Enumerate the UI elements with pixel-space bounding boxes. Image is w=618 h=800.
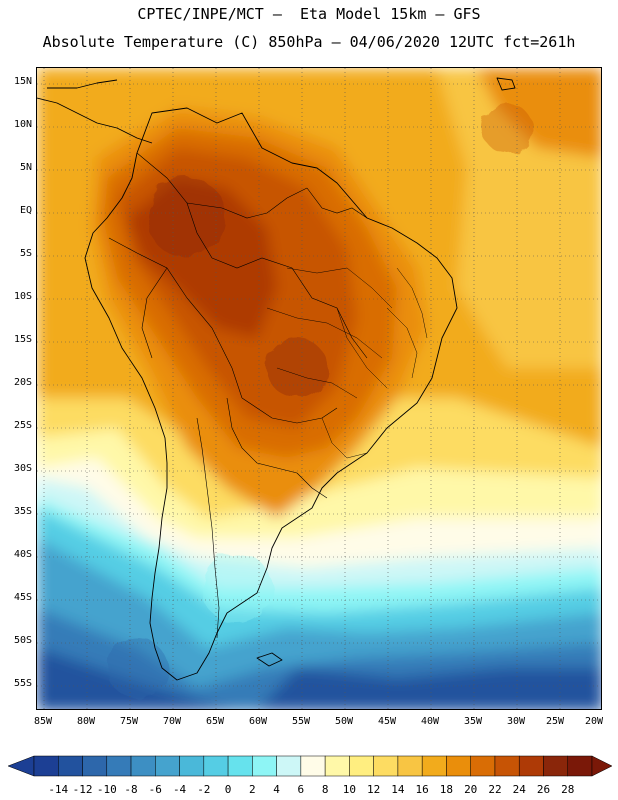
island-east [496, 77, 516, 91]
color-scale-arrow-high [591, 755, 613, 777]
lon-label-50w: 50W [334, 716, 354, 727]
color-scale-segment [227, 755, 253, 777]
color-scale-label: 28 [561, 783, 575, 796]
caribbean-coast [47, 79, 118, 89]
lon-label-65w: 65W [205, 716, 225, 727]
color-scale-segment [470, 755, 496, 777]
color-scale-label: 20 [464, 783, 478, 796]
color-scale-segment [494, 755, 520, 777]
color-scale-label: 26 [536, 783, 551, 796]
color-scale-segment [567, 755, 593, 777]
color-scale-segment [82, 755, 108, 777]
color-scale-segment [130, 755, 156, 777]
color-scale-segment [421, 755, 447, 777]
lat-label-10s: 10S [13, 291, 32, 302]
color-scale-segment [518, 755, 544, 777]
color-scale-segment [106, 755, 132, 777]
color-scale-segment [203, 755, 229, 777]
falklands [256, 652, 283, 667]
lat-label-30s: 30S [13, 463, 32, 474]
color-scale-label: 16 [415, 783, 429, 796]
color-scale-segment [397, 755, 423, 777]
color-scale-label: -2 [197, 783, 211, 796]
lat-label-5n: 5N [19, 162, 32, 173]
color-scale-label: 6 [297, 783, 305, 796]
country-borders [108, 152, 368, 639]
lon-label-80w: 80W [76, 716, 96, 727]
lon-label-20w: 20W [584, 716, 604, 727]
color-scale-segments [7, 755, 613, 777]
color-scale-segment [155, 755, 180, 777]
lat-label-15n: 15N [13, 76, 32, 87]
lat-label-25s: 25S [13, 420, 32, 431]
south-america-coast [84, 107, 458, 681]
temperature-field [37, 68, 601, 709]
band-minus-12 [37, 648, 601, 709]
color-scale-label: 14 [391, 783, 405, 796]
lat-label-45s: 45S [13, 592, 32, 603]
color-scale-label: -8 [124, 783, 138, 796]
color-scale-label: -10 [96, 783, 117, 796]
lon-label-45w: 45W [377, 716, 397, 727]
lat-label-50s: 50S [13, 635, 32, 646]
color-scale-segment [349, 755, 374, 777]
color-scale-label: -6 [148, 783, 162, 796]
color-scale-segment [446, 755, 471, 777]
lon-label-60w: 60W [248, 716, 268, 727]
color-scale-segment [179, 755, 205, 777]
temperature-map [36, 67, 602, 710]
color-scale-label: -12 [72, 783, 93, 796]
color-scale-segment [300, 755, 326, 777]
lon-label-70w: 70W [162, 716, 182, 727]
map-title-line-2: Absolute Temperature (C) 850hPa – 04/06/… [42, 33, 576, 51]
lon-label-55w: 55W [291, 716, 311, 727]
color-scale-label: 24 [512, 783, 526, 796]
color-scale-segment [33, 755, 59, 777]
lon-label-25w: 25W [545, 716, 565, 727]
lat-label-35s: 35S [13, 506, 32, 517]
lat-label-5s: 5S [19, 248, 32, 259]
lon-label-75w: 75W [119, 716, 139, 727]
color-scale-label: 10 [342, 783, 357, 796]
texture-overlay [107, 103, 532, 698]
color-scale-label: -14 [48, 783, 69, 796]
color-scale-label: 2 [249, 783, 256, 796]
band-warm-east [477, 68, 601, 158]
color-scale-arrow-low [7, 755, 35, 777]
state-borders [266, 267, 428, 459]
color-scale-label: 22 [488, 783, 502, 796]
color-scale-label: 18 [439, 783, 454, 796]
map-title-line-1: CPTEC/INPE/MCT – Eta Model 15km – GFS [137, 5, 481, 23]
lon-label-40w: 40W [420, 716, 440, 727]
color-scale-segment [252, 755, 277, 777]
coastlines [37, 77, 516, 681]
lat-label-15s: 15S [13, 334, 32, 345]
lat-label-eq: EQ [19, 205, 32, 216]
color-scale-label: -4 [172, 783, 187, 796]
color-scale-segment [58, 755, 83, 777]
color-scale-segment [324, 755, 350, 777]
color-scale-label: 8 [321, 783, 329, 796]
lon-label-85w: 85W [33, 716, 53, 727]
color-scale-label: 12 [367, 783, 381, 796]
color-scale-label: 4 [273, 783, 280, 796]
lon-label-35w: 35W [463, 716, 483, 727]
central-america-coast [37, 97, 153, 144]
color-scale-segment [373, 755, 399, 777]
lat-label-40s: 40S [13, 549, 32, 560]
color-scale-segment [276, 755, 302, 777]
lat-label-55s: 55S [13, 678, 32, 689]
color-scale-bar [7, 755, 613, 777]
lat-label-10n: 10N [13, 119, 32, 130]
lat-label-20s: 20S [13, 377, 32, 388]
lon-label-30w: 30W [506, 716, 526, 727]
color-scale-segment [543, 755, 568, 777]
color-scale-label: 0 [224, 783, 232, 796]
